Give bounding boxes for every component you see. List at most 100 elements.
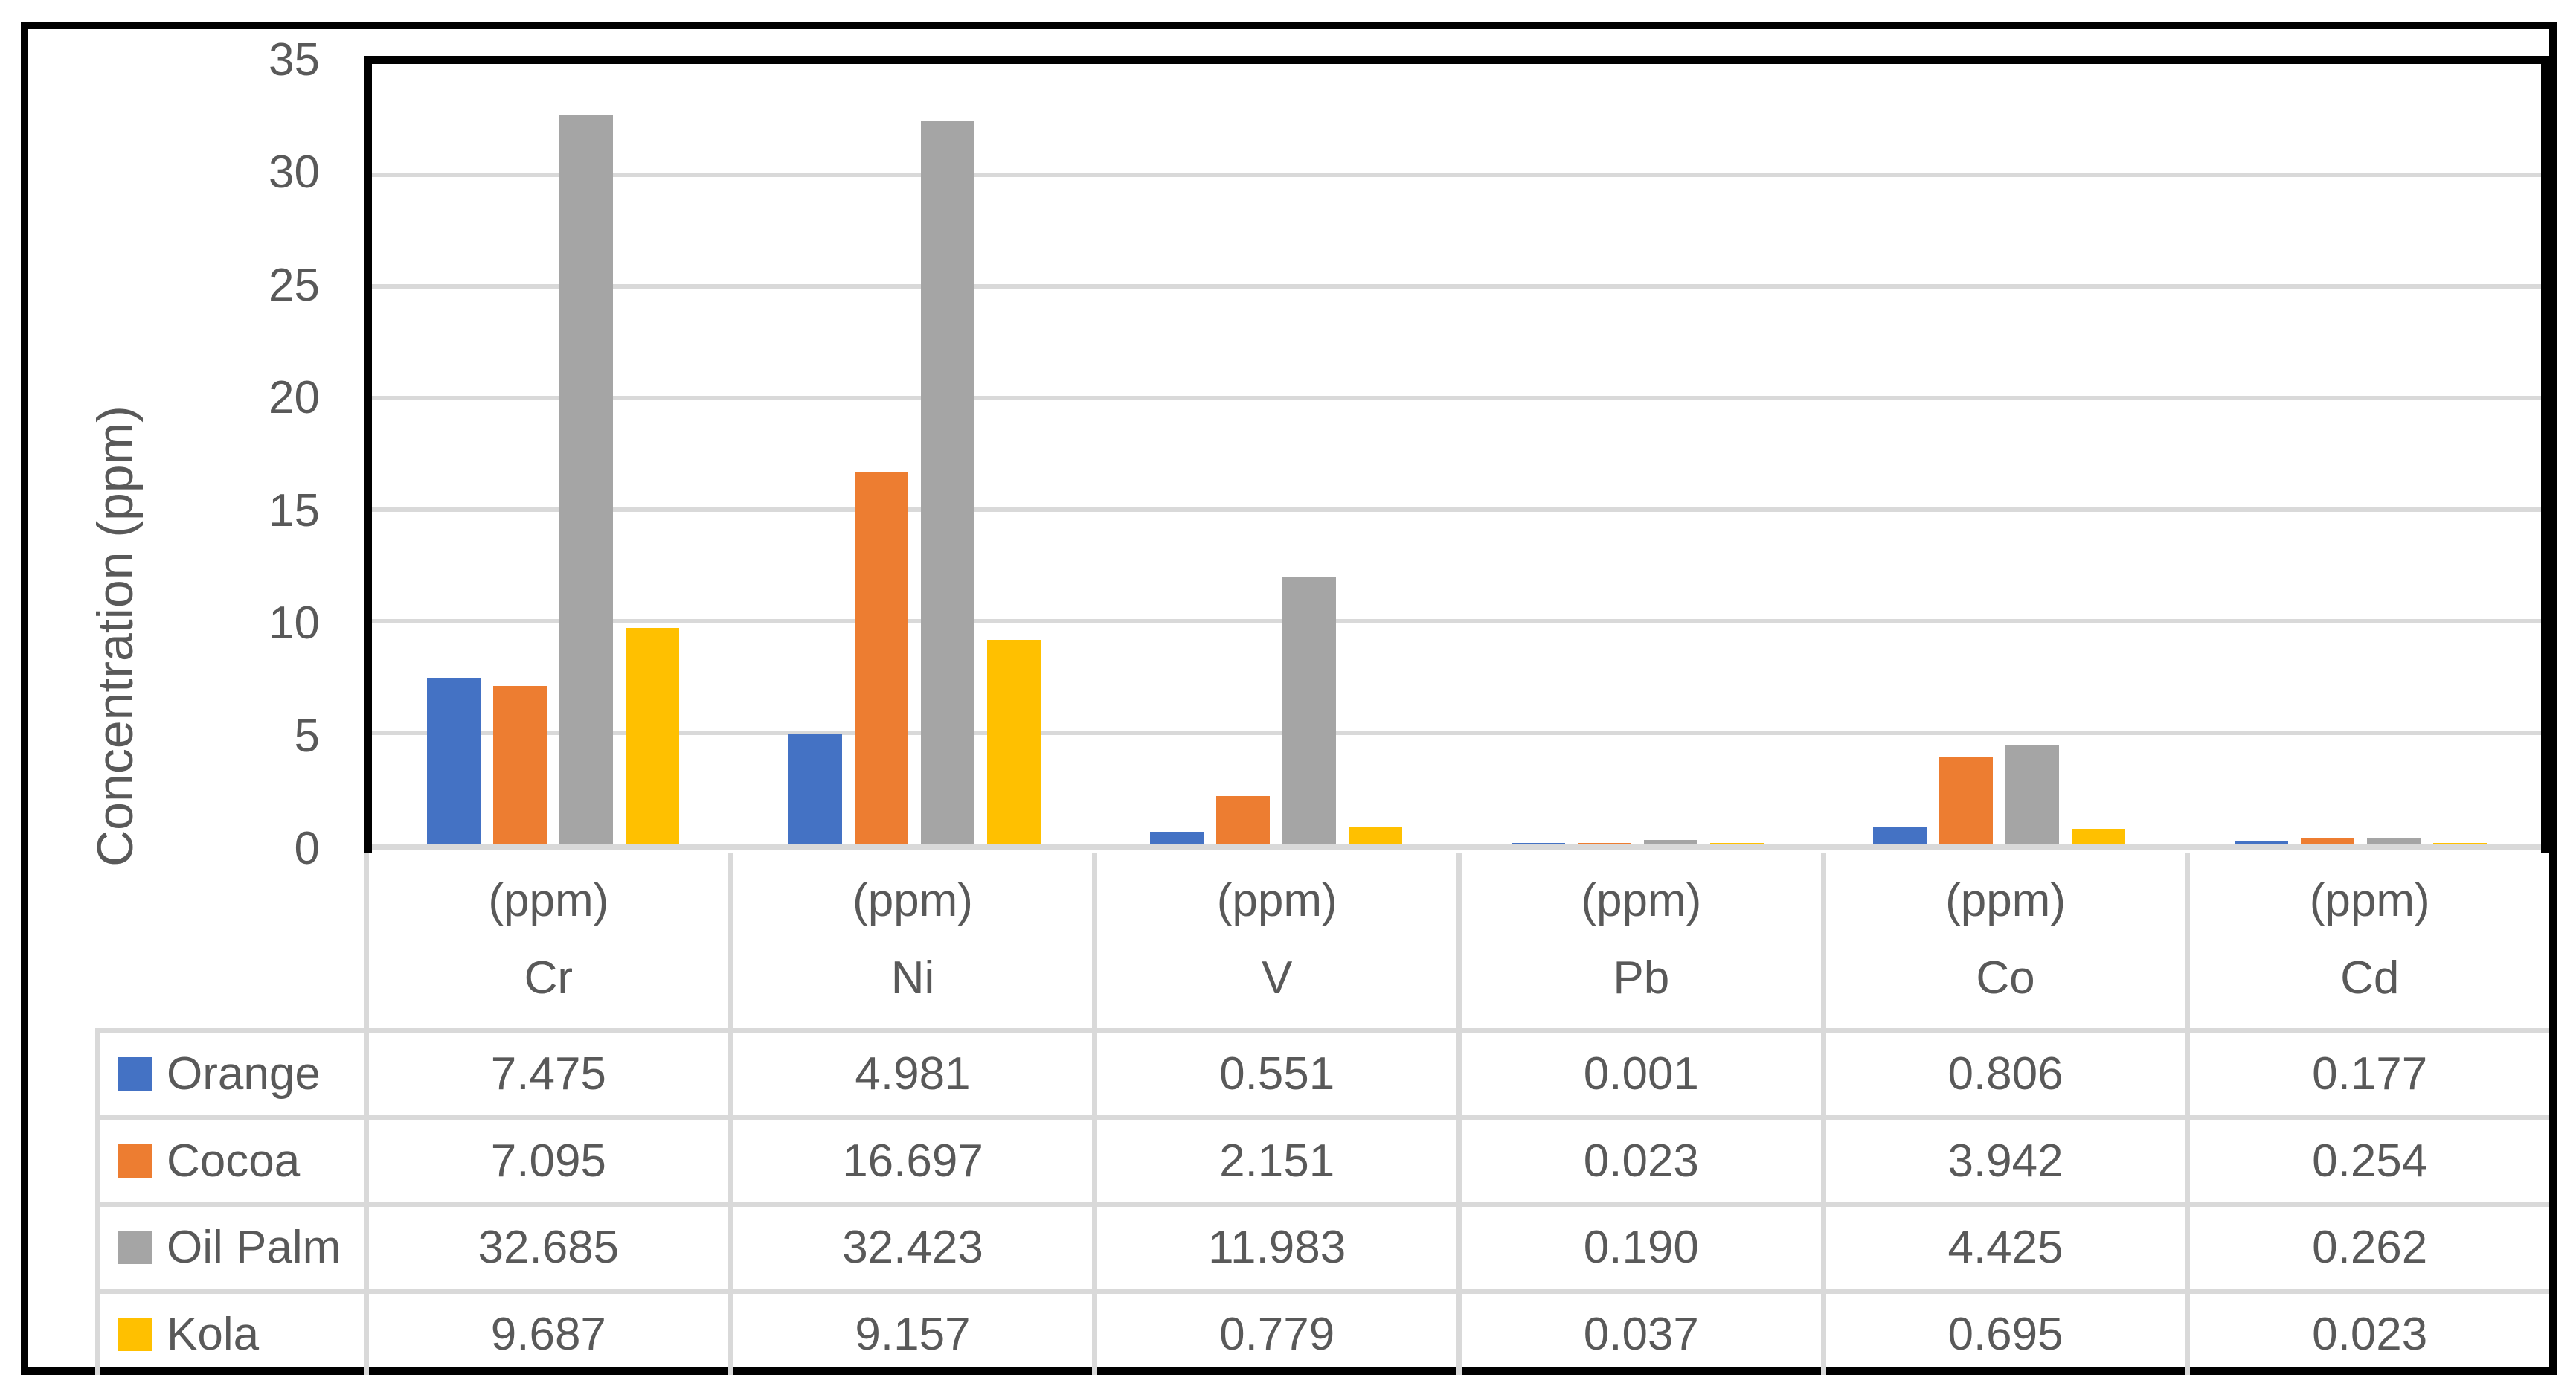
y-tick-label: 15 <box>269 484 320 536</box>
y-tick-label: 35 <box>269 33 320 86</box>
horizontal-gridline <box>372 173 2541 177</box>
table-row-kola: Kola 9.687 9.157 0.779 0.037 0.695 0.023 <box>95 1288 2549 1375</box>
horizontal-gridline <box>372 731 2541 735</box>
bar-series-area <box>372 64 2541 853</box>
value-cell-orange-cd: 0.177 <box>2185 1033 2549 1115</box>
bar-cocoa-cr <box>492 686 547 844</box>
legend-cell: Orange <box>95 1033 364 1115</box>
value-cell-cocoa-pb: 0.023 <box>1456 1120 1821 1202</box>
category-unit-label: (ppm) <box>852 875 973 926</box>
horizontal-gridline <box>372 619 2541 623</box>
category-header-cd: (ppm) Cd <box>2185 853 2549 1028</box>
bar-oil-palm-cd <box>2366 838 2421 844</box>
bar-orange-pb <box>1511 843 1565 844</box>
bar-group-cr <box>372 64 733 853</box>
data-table-category-header-row: (ppm) Cr (ppm) Ni (ppm) V (ppm) Pb (ppm) Co (ppm) C… <box>364 853 2549 1028</box>
category-unit-label: (ppm) <box>1216 875 1337 926</box>
value-cell-orange-v: 0.551 <box>1092 1033 1456 1115</box>
bar-kola-pb <box>1709 843 1764 844</box>
category-header-pb: (ppm) Pb <box>1456 853 1821 1028</box>
horizontal-gridline <box>372 507 2541 512</box>
category-axis-line <box>372 844 2541 850</box>
value-cell-orange-pb: 0.001 <box>1456 1033 1821 1115</box>
value-cell-cocoa-cr: 7.095 <box>364 1120 728 1202</box>
bar-oil-palm-cr <box>559 115 613 844</box>
value-cell-oil-palm-pb: 0.190 <box>1456 1207 1821 1289</box>
y-tick-label: 20 <box>269 372 320 424</box>
series-name-label: Kola <box>167 1308 260 1360</box>
bar-orange-cd <box>2234 841 2288 844</box>
bar-cocoa-pb <box>1577 843 1631 844</box>
bar-group-pb <box>1456 64 1818 853</box>
value-cell-kola-cd: 0.023 <box>2185 1293 2549 1375</box>
bar-group-ni <box>733 64 1095 853</box>
category-element-label: Cd <box>2340 952 2400 1004</box>
table-row-orange: Orange 7.475 4.981 0.551 0.001 0.806 0.177 <box>95 1028 2549 1115</box>
value-cell-cocoa-ni: 16.697 <box>727 1120 1093 1202</box>
bar-orange-v <box>1149 832 1204 844</box>
value-cell-kola-pb: 0.037 <box>1456 1293 1821 1375</box>
bar-orange-co <box>1872 827 1927 844</box>
value-cell-oil-palm-v: 11.983 <box>1092 1207 1456 1289</box>
bar-oil-palm-ni <box>920 121 974 844</box>
bar-cocoa-ni <box>854 472 908 844</box>
category-element-label: V <box>1262 952 1293 1004</box>
y-tick-label: 5 <box>294 710 320 762</box>
value-cell-kola-v: 0.779 <box>1092 1293 1456 1375</box>
value-cell-kola-co: 0.695 <box>1820 1293 2185 1375</box>
value-cell-orange-co: 0.806 <box>1820 1033 2185 1115</box>
y-tick-label: 25 <box>269 259 320 311</box>
bar-cocoa-co <box>1939 757 1993 844</box>
bar-orange-cr <box>426 678 481 844</box>
value-cell-oil-palm-cr: 32.685 <box>364 1207 728 1289</box>
value-cell-orange-cr: 7.475 <box>364 1033 728 1115</box>
value-cell-cocoa-cd: 0.254 <box>2185 1120 2549 1202</box>
bar-cocoa-v <box>1215 796 1270 844</box>
table-row-cocoa: Cocoa 7.095 16.697 2.151 0.023 3.942 0.254 <box>95 1115 2549 1202</box>
value-cell-cocoa-v: 2.151 <box>1092 1120 1456 1202</box>
table-row-oil-palm: Oil Palm 32.685 32.423 11.983 0.190 4.425 0.26… <box>95 1202 2549 1289</box>
bar-cocoa-cd <box>2300 838 2354 844</box>
series-name-label: Oil Palm <box>167 1222 341 1274</box>
value-cell-kola-ni: 9.157 <box>727 1293 1093 1375</box>
legend-swatch-icon <box>118 1317 152 1351</box>
value-cell-oil-palm-cd: 0.262 <box>2185 1207 2549 1289</box>
category-unit-label: (ppm) <box>1581 875 1702 926</box>
bar-oil-palm-v <box>1282 577 1336 844</box>
bar-kola-cd <box>2432 843 2487 844</box>
bar-kola-ni <box>986 640 1041 844</box>
category-header-co: (ppm) Co <box>1820 853 2185 1028</box>
bar-group-v <box>1095 64 1456 853</box>
y-tick-label: 30 <box>269 147 320 199</box>
bar-oil-palm-pb <box>1643 840 1697 844</box>
category-element-label: Ni <box>890 952 935 1004</box>
value-cell-kola-cr: 9.687 <box>364 1293 728 1375</box>
bar-group-co <box>1818 64 2180 853</box>
value-cell-oil-palm-co: 4.425 <box>1820 1207 2185 1289</box>
data-table-body: Orange 7.475 4.981 0.551 0.001 0.806 0.177 Coco… <box>95 1028 2549 1375</box>
category-unit-label: (ppm) <box>488 875 609 926</box>
bar-group-cd <box>2180 64 2541 853</box>
category-header-cr: (ppm) Cr <box>364 853 728 1028</box>
bar-oil-palm-co <box>2005 745 2059 844</box>
bar-kola-v <box>1348 827 1402 844</box>
horizontal-gridline <box>372 396 2541 400</box>
legend-swatch-icon <box>118 1144 152 1178</box>
value-cell-cocoa-co: 3.942 <box>1820 1120 2185 1202</box>
series-name-label: Orange <box>167 1048 321 1100</box>
legend-cell: Cocoa <box>95 1120 364 1202</box>
category-element-label: Cr <box>524 952 574 1004</box>
legend-swatch-icon <box>118 1231 152 1265</box>
series-name-label: Cocoa <box>167 1135 301 1187</box>
bar-orange-ni <box>788 734 842 844</box>
category-unit-label: (ppm) <box>2309 875 2430 926</box>
value-cell-orange-ni: 4.981 <box>727 1033 1093 1115</box>
category-header-ni: (ppm) Ni <box>727 853 1093 1028</box>
value-cell-oil-palm-ni: 32.423 <box>727 1207 1093 1289</box>
category-header-v: (ppm) V <box>1092 853 1456 1028</box>
category-element-label: Pb <box>1613 952 1670 1004</box>
y-tick-label: 0 <box>294 823 320 874</box>
category-element-label: Co <box>1976 952 2035 1004</box>
legend-swatch-icon <box>118 1057 152 1091</box>
